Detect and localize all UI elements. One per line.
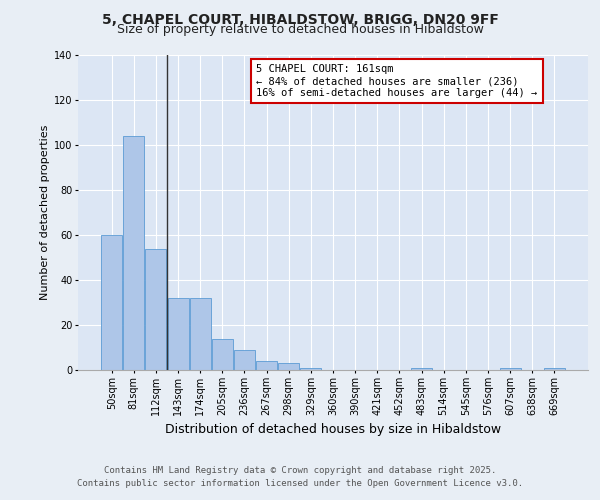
Y-axis label: Number of detached properties: Number of detached properties [40, 125, 50, 300]
Bar [500, 368, 521, 370]
Bar [124, 136, 145, 370]
Text: 5 CHAPEL COURT: 161sqm
← 84% of detached houses are smaller (236)
16% of semi-de: 5 CHAPEL COURT: 161sqm ← 84% of detached… [257, 64, 538, 98]
Bar [190, 298, 211, 370]
Bar [212, 338, 233, 370]
Bar [167, 298, 188, 370]
Bar [301, 368, 322, 370]
Bar [411, 368, 432, 370]
Bar [234, 350, 255, 370]
Bar [544, 368, 565, 370]
Text: 5, CHAPEL COURT, HIBALDSTOW, BRIGG, DN20 9FF: 5, CHAPEL COURT, HIBALDSTOW, BRIGG, DN20… [101, 12, 499, 26]
Bar [101, 235, 122, 370]
Bar [256, 361, 277, 370]
X-axis label: Distribution of detached houses by size in Hibaldstow: Distribution of detached houses by size … [165, 424, 501, 436]
Bar [145, 248, 166, 370]
Text: Contains HM Land Registry data © Crown copyright and database right 2025.
Contai: Contains HM Land Registry data © Crown c… [77, 466, 523, 487]
Bar [278, 363, 299, 370]
Text: Size of property relative to detached houses in Hibaldstow: Size of property relative to detached ho… [116, 22, 484, 36]
